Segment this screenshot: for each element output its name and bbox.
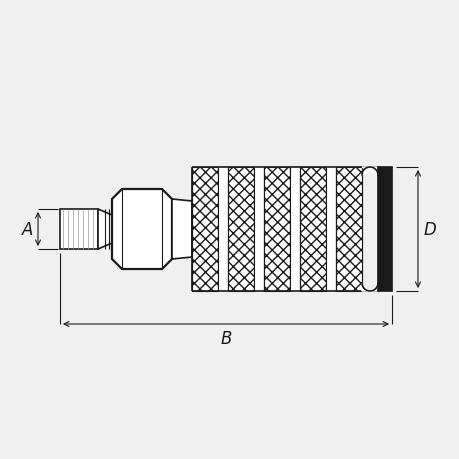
Bar <box>325 168 335 291</box>
Polygon shape <box>361 168 377 176</box>
Bar <box>335 168 361 291</box>
Bar <box>377 168 391 291</box>
Bar <box>299 168 325 291</box>
Polygon shape <box>361 283 377 291</box>
Polygon shape <box>112 190 172 269</box>
Text: A: A <box>22 220 34 239</box>
Bar <box>263 168 289 291</box>
Bar <box>191 168 218 291</box>
Text: B: B <box>220 329 231 347</box>
Bar <box>253 168 263 291</box>
Polygon shape <box>98 210 112 249</box>
Text: D: D <box>423 220 436 239</box>
Polygon shape <box>172 200 191 259</box>
Bar <box>60 210 98 249</box>
Bar <box>218 168 228 291</box>
Bar <box>228 168 253 291</box>
Bar <box>289 168 299 291</box>
